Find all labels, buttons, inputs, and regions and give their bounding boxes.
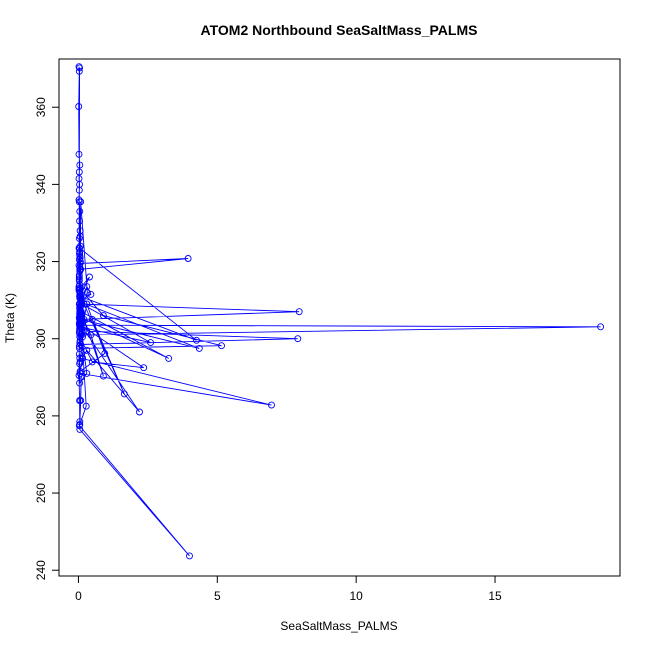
data-point bbox=[77, 314, 85, 321]
x-axis: 0 5 10 15 bbox=[75, 575, 502, 603]
data-point bbox=[79, 354, 87, 362]
y-tick-label: 240 bbox=[34, 560, 48, 580]
data-point bbox=[136, 408, 143, 416]
data-point bbox=[195, 344, 203, 352]
data-point bbox=[76, 244, 84, 252]
data-point bbox=[75, 275, 83, 283]
data-point bbox=[165, 354, 173, 362]
data-point bbox=[75, 285, 83, 293]
data-point bbox=[77, 198, 85, 206]
data-point bbox=[76, 64, 84, 72]
data-point bbox=[78, 300, 86, 308]
data-point bbox=[83, 300, 91, 308]
y-tick-label: 340 bbox=[34, 174, 48, 194]
y-tick-label: 320 bbox=[34, 251, 48, 271]
y-tick-label: 280 bbox=[34, 406, 48, 426]
data-point bbox=[87, 331, 95, 339]
y-tick-label: 360 bbox=[34, 97, 48, 117]
data-point bbox=[75, 150, 83, 158]
data-point bbox=[76, 425, 84, 433]
data-point bbox=[77, 321, 85, 329]
data-point bbox=[77, 298, 85, 306]
data-point bbox=[76, 207, 84, 215]
data-point bbox=[76, 254, 84, 262]
data-point bbox=[76, 288, 84, 296]
data-point bbox=[86, 273, 93, 281]
series-path bbox=[78, 66, 601, 557]
data-point bbox=[75, 168, 83, 176]
data-point bbox=[76, 263, 84, 271]
series-points bbox=[75, 63, 605, 560]
data-point bbox=[88, 315, 96, 323]
y-axis: 240 260 280 300 320 340 360 bbox=[34, 97, 60, 580]
data-point bbox=[597, 323, 605, 331]
data-point bbox=[75, 342, 83, 350]
data-point bbox=[75, 67, 83, 75]
chart-title: ATOM2 Northbound SeaSaltMass_PALMS bbox=[201, 22, 478, 38]
data-point bbox=[76, 217, 84, 225]
data-point bbox=[140, 364, 148, 372]
series-line bbox=[78, 66, 601, 557]
data-point bbox=[147, 339, 155, 347]
y-tick-label: 300 bbox=[34, 328, 48, 348]
data-point bbox=[87, 290, 95, 298]
data-point bbox=[184, 255, 192, 262]
data-point bbox=[77, 312, 85, 320]
data-point bbox=[120, 390, 128, 398]
x-tick-label: 5 bbox=[214, 589, 221, 603]
data-point bbox=[75, 371, 83, 379]
data-point bbox=[193, 336, 200, 344]
x-tick-label: 15 bbox=[488, 589, 502, 603]
data-point bbox=[83, 327, 91, 335]
data-point bbox=[268, 401, 275, 409]
data-point bbox=[77, 373, 85, 381]
data-point bbox=[82, 402, 90, 410]
data-point bbox=[76, 233, 84, 240]
data-point bbox=[83, 369, 91, 377]
data-point bbox=[76, 418, 84, 426]
data-point bbox=[75, 422, 83, 429]
y-tick-label: 260 bbox=[34, 483, 48, 503]
x-axis-label: SeaSaltMass_PALMS bbox=[280, 619, 397, 633]
data-point bbox=[295, 308, 303, 316]
data-point bbox=[101, 349, 109, 357]
data-point bbox=[75, 103, 83, 110]
data-point bbox=[218, 342, 225, 350]
data-point bbox=[77, 341, 85, 348]
data-point bbox=[76, 333, 84, 341]
data-point bbox=[83, 283, 91, 291]
y-axis-label: Theta (K) bbox=[3, 293, 17, 343]
data-point bbox=[75, 273, 83, 281]
data-point bbox=[79, 333, 87, 341]
data-point bbox=[99, 312, 107, 320]
data-point bbox=[76, 397, 84, 404]
x-tick-label: 0 bbox=[75, 589, 82, 603]
data-point bbox=[88, 358, 96, 366]
data-point bbox=[80, 300, 88, 308]
data-point bbox=[75, 186, 83, 194]
data-point bbox=[294, 335, 302, 343]
x-tick-label: 10 bbox=[349, 589, 363, 603]
data-point bbox=[76, 161, 84, 169]
data-point bbox=[83, 346, 91, 354]
data-point bbox=[99, 372, 107, 380]
data-point bbox=[186, 552, 193, 560]
